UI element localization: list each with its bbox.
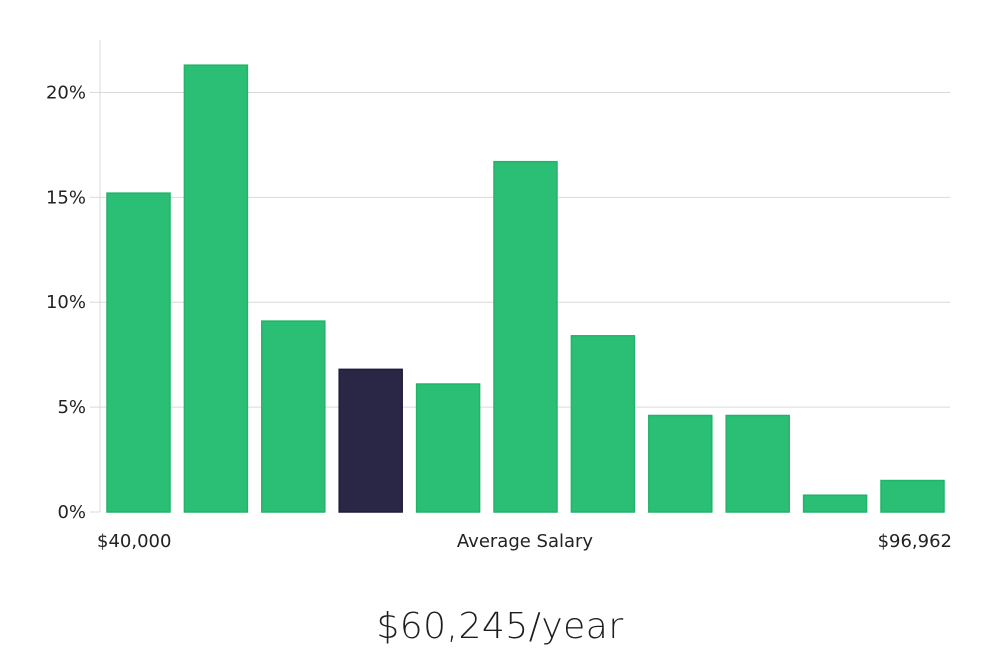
bar [725, 414, 790, 513]
bar [648, 414, 713, 513]
average-salary-value: $60,245/year [376, 606, 624, 647]
bar [415, 383, 481, 513]
x-min-label: $40,000 [97, 531, 171, 552]
bar [261, 320, 326, 513]
salary-histogram: 0% 5% 10% 15% 20% $40,000 Average Salary $96… [46, 40, 952, 552]
y-tick-label: 15% [46, 187, 86, 208]
bar [802, 494, 868, 513]
bar [570, 335, 636, 513]
bar [106, 192, 171, 513]
y-tick-label: 20% [46, 82, 86, 103]
x-axis-title: Average Salary [457, 531, 594, 552]
bar [880, 479, 945, 513]
y-tick-label: 5% [57, 397, 86, 418]
bar-highlighted [338, 368, 403, 513]
y-tick-label: 10% [46, 292, 86, 313]
y-axis-ticks: 0% 5% 10% 15% 20% [46, 82, 100, 523]
bar [493, 160, 558, 513]
y-tick-label: 0% [57, 502, 86, 523]
x-max-label: $96,962 [878, 531, 952, 552]
bars [106, 64, 945, 513]
bar [183, 64, 249, 513]
